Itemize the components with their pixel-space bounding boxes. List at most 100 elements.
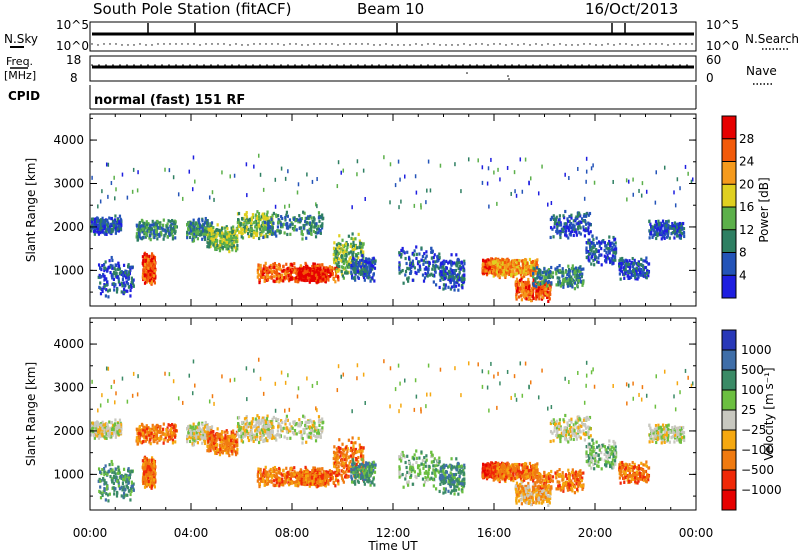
nave-point [483, 64, 485, 66]
power-cell [573, 271, 576, 275]
power-cell [150, 280, 153, 284]
power-cell [206, 230, 209, 234]
power-cell [578, 231, 581, 235]
power-cell [254, 213, 257, 217]
power-cell [266, 273, 269, 278]
power-cell [367, 276, 370, 280]
power-cell [262, 273, 265, 277]
power-cell [149, 238, 152, 242]
power-cell [121, 284, 124, 288]
power-cell [682, 231, 686, 235]
power-cell [361, 245, 364, 249]
power-cell [620, 261, 623, 266]
power-cell [151, 271, 154, 275]
power-cell [598, 244, 601, 248]
power-cell [485, 271, 488, 275]
power-cell [596, 241, 599, 245]
nsearch-point [457, 44, 459, 46]
power-cell [680, 233, 683, 237]
power-cell [682, 221, 685, 226]
nsearch-point [481, 43, 483, 45]
power-cell [189, 227, 193, 231]
power-cell [150, 258, 153, 263]
power-cell [545, 272, 548, 276]
power-cell [643, 272, 647, 276]
power-cell [539, 272, 542, 276]
power-cell [103, 274, 106, 279]
power-cell [332, 246, 336, 250]
power-cell [304, 274, 308, 278]
nave-point [315, 64, 317, 66]
power-cell [236, 221, 239, 225]
power-cell [660, 237, 663, 241]
nsearch-point [667, 44, 669, 46]
power-cell [631, 256, 634, 261]
power-cell [223, 226, 226, 230]
power-cell [527, 268, 530, 272]
power-cell [578, 273, 581, 277]
power-cell [270, 222, 274, 227]
power-cell [341, 244, 344, 248]
nsearch-point [565, 44, 567, 46]
power-cell [666, 232, 670, 236]
power-cell [368, 263, 371, 267]
power-cell [256, 275, 259, 279]
power-cell [122, 281, 125, 285]
power-cell [524, 261, 527, 265]
power-cell [537, 271, 540, 275]
power-cell [271, 271, 274, 276]
power-cell [530, 288, 533, 292]
power-cell [241, 236, 245, 240]
power-cell [316, 275, 319, 280]
power-cell [605, 244, 608, 248]
power-cell [527, 297, 530, 302]
power-cell [153, 267, 156, 271]
power-cell [667, 219, 670, 223]
power-cell [299, 270, 303, 274]
power-cell [353, 276, 356, 281]
power-cell [312, 229, 315, 233]
nave-point [427, 64, 429, 66]
power-cell [293, 224, 297, 229]
power-cell [352, 256, 355, 260]
power-cell [101, 229, 104, 233]
power-cell [259, 227, 262, 231]
nave-point [336, 64, 338, 66]
power-cell [612, 235, 615, 240]
power-cell [275, 271, 279, 275]
power-cell [569, 284, 572, 288]
power-cell [147, 272, 150, 277]
power-cell [665, 229, 668, 233]
power-cell [190, 232, 193, 236]
power-cell [564, 233, 567, 237]
power-cell [488, 259, 492, 263]
power-cell [350, 273, 354, 277]
power-cell [234, 249, 238, 253]
power-cell [294, 276, 298, 280]
power-cell [219, 239, 222, 243]
power-cell [327, 278, 330, 282]
nave-point [224, 64, 226, 66]
power-cell [345, 271, 348, 275]
freq-tick-high: 18 [66, 53, 81, 67]
power-cell [104, 277, 108, 281]
power-cell [424, 271, 427, 276]
power-cell [608, 251, 611, 255]
power-cell [311, 278, 314, 282]
nave-point [616, 64, 618, 66]
power-cell [548, 297, 551, 301]
power-cell [112, 225, 115, 230]
power-cell [368, 260, 371, 265]
power-cell [229, 236, 232, 241]
power-cell [362, 273, 365, 277]
nsearch-point [229, 44, 231, 46]
power-cell [621, 256, 624, 261]
power-cell [275, 234, 278, 238]
power-cell [292, 228, 295, 232]
power-cell [565, 225, 568, 229]
power-cell [107, 265, 111, 269]
power-cell [559, 284, 563, 288]
power-cell [304, 219, 307, 224]
power-cell [356, 270, 360, 274]
power-cell [294, 270, 297, 274]
